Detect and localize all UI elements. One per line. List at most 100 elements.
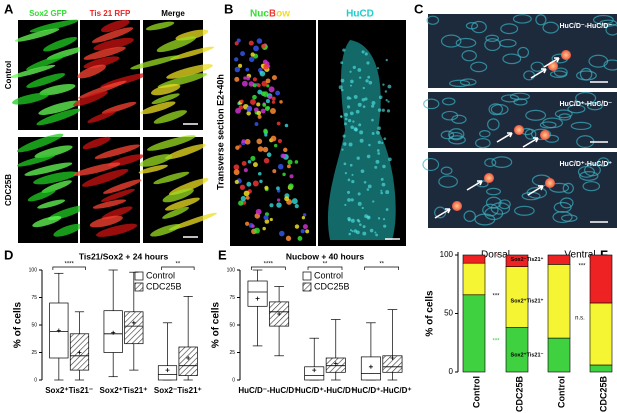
membrane [485,34,499,42]
membrane [440,166,453,175]
cell-streak [53,223,83,237]
nucleus [240,99,244,103]
nucleus [271,100,276,104]
bar-segment [462,254,486,264]
x-tick-label: Sox2⁻Tis21⁺ [154,386,202,395]
box [178,346,198,376]
cell-streak [166,64,213,79]
nucleus [245,67,250,72]
legend-label: CDC25B [146,281,182,291]
cell [344,122,347,126]
membrane [491,156,513,168]
nucleus [257,89,263,95]
cell-streak [33,171,78,185]
cell [380,177,384,181]
legend-label: Control [314,270,343,280]
cell [353,127,358,131]
nucleus [241,80,248,87]
y-tick-label: 25 [31,350,37,356]
cell [366,154,371,159]
significance-label: **** [64,262,74,268]
cell [353,94,358,99]
mean-marker [131,320,136,325]
significance-bracket [161,266,195,270]
cell-streak [169,46,215,60]
cell [367,184,372,189]
cell [376,130,380,135]
nucleus [286,164,291,169]
nucleus [302,213,307,217]
cell-streak [101,101,137,114]
cell [347,105,351,109]
cell [356,218,360,222]
membrane [438,175,458,188]
nucleus [294,204,299,209]
cell [351,230,354,233]
cell-streak [34,145,73,159]
panel-letter: D [4,247,13,262]
membrane [499,38,517,48]
nucleus [250,155,256,162]
nucleus [234,76,240,82]
cell [384,90,388,93]
membrane [582,181,601,192]
nucleus [270,107,276,114]
cell [374,165,378,169]
group-label: Dorsal [481,250,510,261]
membrane [463,210,476,222]
cell [348,232,352,236]
cell [366,61,370,65]
nucleus [241,160,247,166]
cell [342,134,346,138]
nucleus [259,70,263,75]
cell [364,52,368,56]
cell [377,108,382,112]
nucleus [238,105,244,110]
micrograph [428,14,617,88]
cell [380,191,383,195]
nucleus [268,86,275,93]
cell-streak [77,64,106,79]
cell [364,97,368,101]
mean-marker [333,361,338,366]
cell [363,180,367,184]
cell [349,97,352,100]
labeled-cell [514,125,524,135]
nucleus [276,198,281,202]
cell [344,112,348,117]
membrane [524,128,537,140]
nucleus [251,224,255,228]
labeled-cell [484,173,494,183]
cell-streak [162,188,194,203]
nucleus [276,202,282,208]
cell [386,109,391,113]
nucleus [279,230,285,237]
cell [376,67,380,70]
bar-segment [505,266,529,328]
chart-title: Nucbow + 40 hours [286,251,364,261]
nucleus [234,57,239,62]
cell-streak [162,206,189,219]
x-tick-label: Sox2⁺Tis21⁻ [45,386,93,395]
column-title: Merge [161,9,185,18]
cell [338,85,343,90]
nucleus [285,235,292,242]
nucleus [263,128,268,134]
arrow [527,185,544,196]
nucleus [300,229,305,234]
cell-streak [150,84,181,96]
cell [367,75,371,79]
y-tick-label: 100 [440,250,454,259]
arrow [530,68,547,79]
bar-segment [547,254,571,265]
cell-streak [73,162,121,176]
nucleus [257,114,262,119]
nucleus [243,190,250,197]
cell [349,163,353,167]
row-label: Control [4,61,13,89]
nucleus [273,143,278,148]
box [157,365,178,381]
panel-letter: A [4,1,14,16]
membrane [485,196,502,209]
nucleus [291,198,298,205]
